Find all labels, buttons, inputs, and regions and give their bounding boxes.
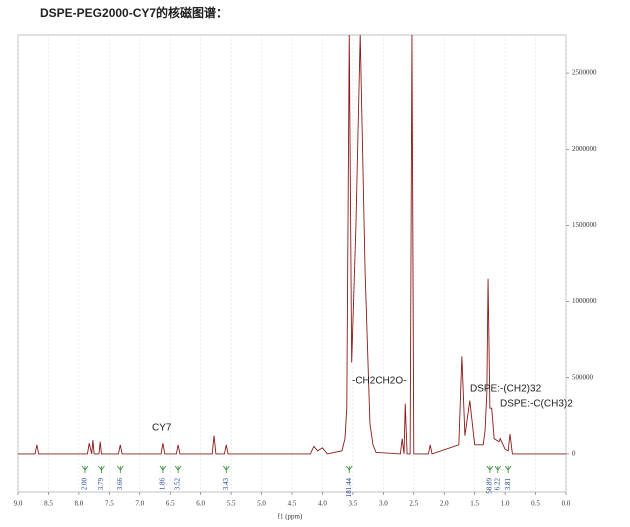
x-tick-label: 7.0	[135, 500, 144, 508]
annotation: DSPE:-(CH2)32	[470, 384, 542, 395]
x-tick-label: 8.0	[75, 500, 84, 508]
integral-marker	[116, 465, 124, 473]
annotation: CY7	[152, 423, 172, 434]
annotation: DSPE:-C(CH3)2	[500, 399, 573, 410]
y-tick-label: 2500000	[572, 69, 597, 77]
x-tick-label: 2.5	[409, 500, 418, 508]
y-tick-label: 1000000	[572, 297, 597, 305]
integral-label: 1.86	[159, 478, 167, 491]
x-tick-label: 0.5	[531, 500, 540, 508]
x-tick-label: 1.0	[501, 500, 510, 508]
x-tick-label: 4.0	[318, 500, 327, 508]
integral-marker	[174, 465, 182, 473]
annotation: -CH2CH2O-	[352, 376, 406, 387]
integral-label: 181.44	[345, 478, 353, 498]
integral-marker	[486, 465, 494, 473]
x-tick-label: 6.0	[196, 500, 205, 508]
x-tick-label: 6.5	[166, 500, 175, 508]
x-axis-label: f1 (ppm)	[278, 513, 303, 521]
integral-label: 3.81	[504, 477, 512, 490]
x-tick-label: 1.5	[470, 500, 479, 508]
chart-title: DSPE-PEG2000-CY7的核磁图谱：	[40, 5, 228, 20]
spectrum-line	[18, 35, 566, 455]
integral-label: 3.66	[116, 478, 124, 491]
x-tick-label: 9.0	[14, 500, 23, 508]
x-tick-label: 3.5	[349, 500, 358, 508]
y-tick-label: 500000	[572, 373, 594, 381]
x-tick-label: 2.0	[440, 500, 449, 508]
integral-marker	[222, 465, 230, 473]
integral-marker	[98, 465, 105, 473]
integral-label: 6.22	[493, 478, 501, 491]
integral-label: 3.79	[97, 478, 105, 491]
integral-marker	[504, 465, 512, 473]
integral-label: 2.00	[81, 478, 89, 491]
integral-marker	[494, 465, 502, 473]
x-tick-label: 4.5	[288, 500, 297, 508]
integral-label: 58.89	[485, 478, 493, 494]
x-tick-label: 0.0	[562, 500, 571, 508]
x-tick-label: 5.5	[227, 500, 236, 508]
integral-label: 3.43	[222, 478, 230, 491]
integral-marker	[345, 465, 353, 473]
integral-label: 3.52	[174, 478, 182, 491]
x-tick-label: 8.5	[44, 500, 53, 508]
x-tick-label: 3.0	[379, 500, 388, 508]
x-tick-label: 5.0	[257, 500, 266, 508]
x-tick-label: 7.5	[105, 500, 114, 508]
integral-marker	[81, 465, 89, 473]
y-tick-label: 0	[572, 450, 576, 458]
integral-marker	[159, 465, 167, 473]
y-tick-label: 2000000	[572, 145, 597, 153]
y-tick-label: 1500000	[572, 221, 597, 229]
